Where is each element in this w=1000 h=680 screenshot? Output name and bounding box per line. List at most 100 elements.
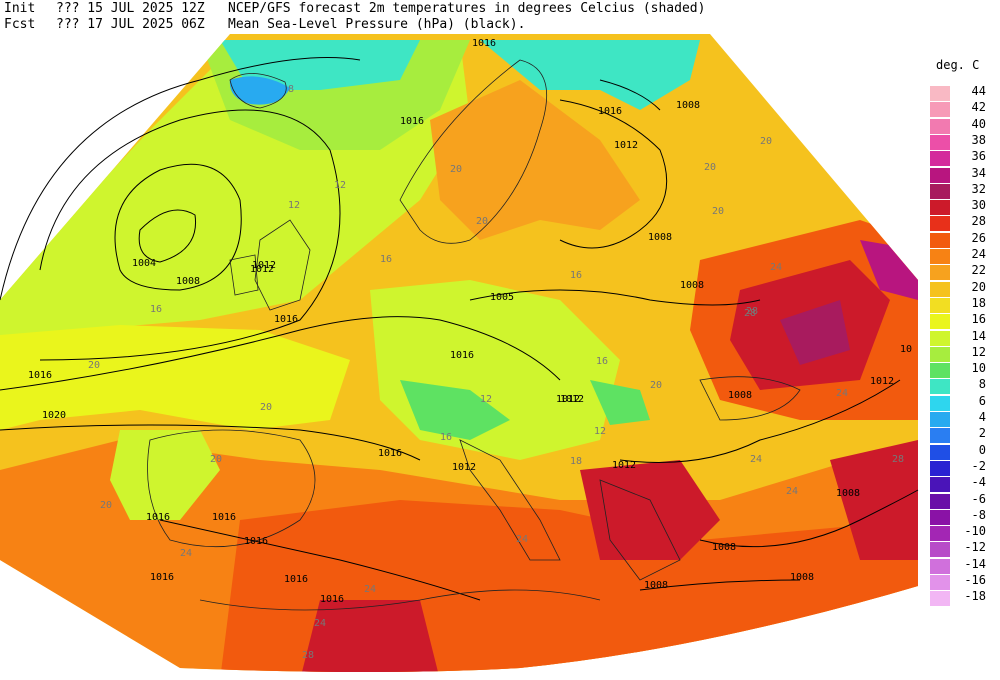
- forecast-map: 1016 1016 1008 1016 1012 1012 1008 1004 …: [0, 34, 919, 672]
- legend-swatch: [930, 542, 950, 558]
- isobar-1012-south: [619, 379, 901, 463]
- legend-label: 2: [978, 426, 986, 441]
- isobar-label: 1016: [150, 572, 174, 583]
- temp-label: 12: [288, 200, 300, 211]
- temp-label: 20: [712, 206, 724, 217]
- britain-coast: [254, 219, 311, 311]
- shade-4-iceland: [229, 76, 290, 105]
- isobar-label: 1016: [212, 512, 236, 523]
- temp-label: 20: [260, 402, 272, 413]
- legend-label: 14: [971, 328, 986, 343]
- shade-32-russia: [780, 300, 850, 365]
- scandinavia-coast: [399, 59, 547, 244]
- legend-label: 20: [971, 279, 986, 294]
- temp-label: 16: [380, 254, 392, 265]
- legend-label: 22: [971, 263, 986, 278]
- shade-10-carpathians: [590, 380, 650, 425]
- isobar-label: 1020: [42, 410, 66, 421]
- legend-label: -8: [971, 507, 986, 522]
- isobar-1008-se: [639, 579, 801, 591]
- legend-label: 42: [971, 100, 986, 115]
- temp-label: 24: [180, 548, 192, 559]
- isobar-label: 1012: [452, 462, 476, 473]
- legend-swatch: [930, 428, 950, 444]
- legend-swatch: [930, 575, 950, 590]
- italy-coast: [459, 439, 561, 561]
- map-header: Init ??? 15 JUL 2025 12Z NCEP/GFS foreca…: [0, 0, 760, 34]
- legend-label: 26: [971, 230, 986, 245]
- legend-label: -4: [971, 475, 986, 490]
- temp-label: 28: [744, 308, 756, 319]
- temp-label: 20: [650, 380, 662, 391]
- legend-swatch: [930, 591, 950, 607]
- isobar-1008-low: [114, 163, 242, 291]
- shade-14-iberia-coast: [110, 430, 220, 520]
- legend-swatch: [930, 183, 950, 199]
- isobar-1004: [138, 209, 197, 263]
- temperature-labels: 8 12 16 16 20 20 20 20 20 20 20 20 24 24…: [88, 84, 904, 661]
- header-init-row: Init ??? 15 JUL 2025 12Z NCEP/GFS foreca…: [4, 1, 705, 81]
- shade-8-barents: [480, 40, 700, 110]
- init-label: Init: [4, 1, 36, 16]
- isobar-label: 1012: [250, 264, 274, 275]
- legend-swatch: [930, 379, 950, 395]
- isobar-label: 10: [900, 344, 912, 355]
- legend-label: 18: [971, 295, 986, 310]
- legend-swatch: [930, 493, 950, 509]
- isobar-label: 1008: [176, 276, 200, 287]
- shade-30-north-africa: [300, 600, 440, 672]
- shade-8-norwegian-sea: [220, 40, 420, 90]
- isobar-labels: 1016 1016 1008 1016 1012 1012 1008 1004 …: [28, 38, 912, 605]
- legend-swatch: [930, 200, 950, 216]
- isobar-label: 1016: [146, 512, 170, 523]
- temperature-shading: [0, 34, 918, 672]
- legend-swatch: [930, 509, 950, 525]
- color-legend: deg. C 44 42 40 38 36 34 32 30 28 26 24 22 20 18 16 14 1…: [926, 56, 1000, 616]
- title-line-1: NCEP/GFS forecast 2m temperatures in deg…: [228, 1, 706, 16]
- legend-title: deg. C: [936, 58, 980, 72]
- legend-label: -6: [971, 491, 986, 506]
- temp-label: 24: [516, 534, 528, 545]
- legend-label: 40: [971, 116, 986, 131]
- shade-30-east-mediterranean: [830, 440, 918, 560]
- isobar-label: 1016: [472, 38, 496, 49]
- isobar-1012-low: [39, 109, 341, 361]
- legend-label: -16: [964, 573, 986, 587]
- legend-label: 8: [978, 377, 986, 392]
- isobar-label: 1012: [556, 394, 580, 405]
- legend-swatch: [930, 281, 950, 297]
- shade-16-atlantic: [0, 325, 350, 430]
- legend-swatch: [930, 330, 950, 346]
- temp-label: 16: [440, 432, 452, 443]
- isobar-1012-east: [559, 99, 668, 249]
- legend-swatch: [930, 167, 950, 183]
- title-line-2: Mean Sea-Level Pressure (hPa) (black).: [228, 17, 526, 32]
- temp-label: 24: [364, 584, 376, 595]
- isobar-label: 1008: [836, 488, 860, 499]
- legend-swatch: [930, 265, 950, 281]
- black-sea-coast: [699, 376, 801, 421]
- legend-swatch: [930, 118, 950, 134]
- legend-label: 12: [971, 344, 986, 359]
- temp-label: 12: [334, 180, 346, 191]
- fcst-label: Fcst: [4, 17, 36, 32]
- legend-label: 38: [971, 132, 986, 147]
- isobar-label: 1008: [676, 100, 700, 111]
- legend-label: 16: [971, 312, 986, 327]
- temp-label: 20: [704, 162, 716, 173]
- temp-label: 20: [450, 164, 462, 175]
- temp-label: 28: [302, 650, 314, 661]
- isobar-1016-central: [0, 316, 561, 391]
- legend-label: 36: [971, 149, 986, 164]
- legend-label: 0: [978, 442, 986, 457]
- temp-label: 24: [786, 486, 798, 497]
- shade-22-scandinavia: [430, 80, 640, 240]
- isobar-label: 1008: [790, 572, 814, 583]
- fcst-time: ??? 17 JUL 2025 06Z: [56, 17, 205, 32]
- legend-swatch: [930, 558, 950, 574]
- isobar-label: 1012: [560, 394, 584, 405]
- iceland-coast: [229, 73, 287, 109]
- isobar-1008-east: [469, 289, 761, 306]
- isobar-lines: [0, 57, 919, 601]
- temp-label: 16: [570, 270, 582, 281]
